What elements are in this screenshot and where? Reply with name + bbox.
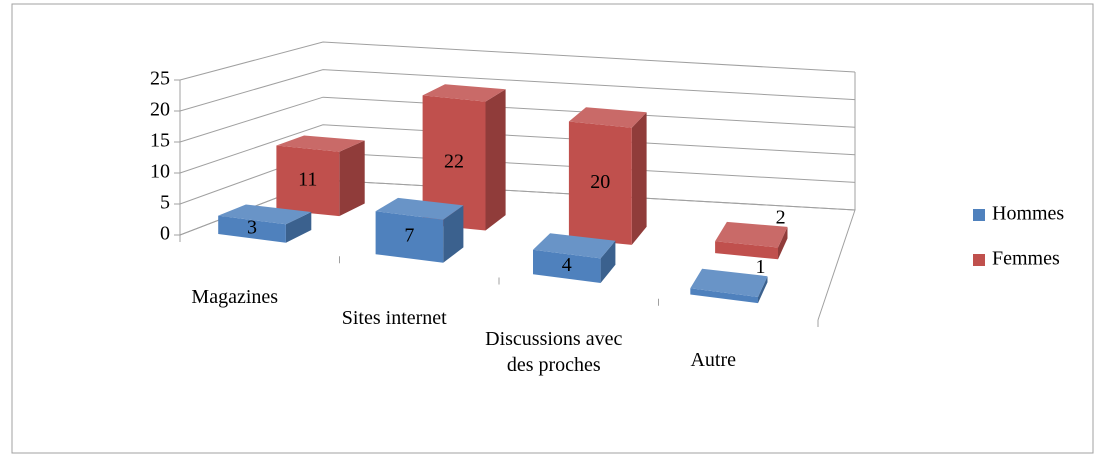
x-tick-label: Sites internet <box>341 306 447 329</box>
data-label: 3 <box>247 217 257 239</box>
grid-line <box>179 69 856 112</box>
bar-top <box>422 84 506 102</box>
bar-front <box>533 249 601 283</box>
chart-border <box>11 3 1094 454</box>
bar-front <box>690 288 758 304</box>
y-tick-label: 15 <box>150 130 170 152</box>
bar-top <box>218 204 312 225</box>
legend-swatch <box>973 254 985 266</box>
bar-top <box>568 107 647 128</box>
y-tick-label: 10 <box>150 161 170 183</box>
data-label: 11 <box>298 168 317 190</box>
data-label: 22 <box>444 151 464 173</box>
y-tick-label: 20 <box>150 99 170 121</box>
bar-side <box>339 140 365 217</box>
bar-side <box>758 276 768 304</box>
y-tick-label: 0 <box>160 223 170 245</box>
bar-side <box>285 212 312 243</box>
legend-label: Hommes <box>992 203 1064 225</box>
grid-line <box>179 124 856 174</box>
y-tick-label: 25 <box>150 68 170 90</box>
x-tick-label: Discussions avec des proches <box>485 328 623 377</box>
x-tick-label: Autre <box>690 349 737 372</box>
data-label: 20 <box>590 171 610 193</box>
bar-side <box>631 112 647 245</box>
bar-front <box>375 211 444 263</box>
legend-swatch <box>973 209 985 221</box>
bar-top <box>276 135 365 152</box>
bar-front <box>218 215 286 243</box>
bar-front <box>715 241 778 260</box>
data-label: 4 <box>562 254 572 276</box>
bar-side <box>485 89 506 231</box>
grid-line <box>179 41 856 81</box>
legend-label: Femmes <box>992 248 1060 270</box>
bar-side <box>778 226 788 260</box>
bar-top <box>690 268 768 297</box>
data-label: 2 <box>776 207 786 229</box>
bar-side <box>600 240 616 283</box>
bar-side <box>443 205 464 263</box>
bar-top <box>375 197 464 220</box>
bar-top <box>715 221 788 248</box>
data-label: 1 <box>755 256 765 278</box>
bar-front <box>422 95 486 231</box>
x-tick-label: Magazines <box>191 285 279 308</box>
bar-front <box>276 145 340 217</box>
data-label: 7 <box>404 225 414 247</box>
bar-top <box>533 233 616 259</box>
grid-line <box>179 96 856 143</box>
bar-front <box>568 121 632 245</box>
y-tick-label: 5 <box>160 192 170 214</box>
